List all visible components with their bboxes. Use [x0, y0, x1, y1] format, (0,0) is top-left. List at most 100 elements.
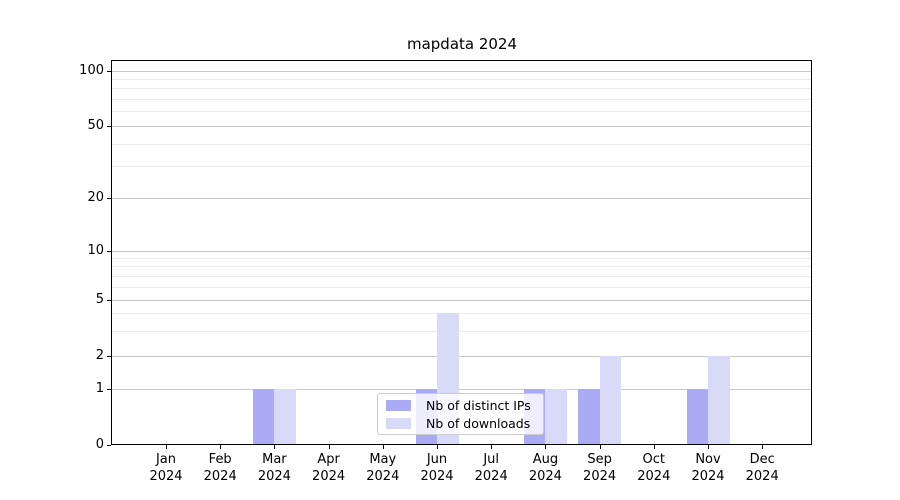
- y-tick-mark: [107, 299, 111, 301]
- y-tick-label: 0: [95, 436, 104, 452]
- minor-gridline: [112, 313, 811, 315]
- x-tick-mark: [708, 445, 709, 449]
- minor-gridline: [112, 330, 811, 332]
- x-tick-mark: [762, 445, 764, 449]
- minor-gridline: [112, 275, 811, 277]
- major-gridline: [112, 299, 811, 301]
- bar-downloads-mar: [274, 388, 296, 444]
- plot-area: [111, 60, 812, 445]
- minor-gridline: [112, 111, 811, 113]
- y-tick-label: 2: [95, 348, 104, 363]
- x-tick-label: Jul 2024: [461, 451, 521, 485]
- minor-gridline: [112, 286, 811, 288]
- major-gridline: [112, 356, 811, 357]
- legend: Nb of distinct IPs Nb of downloads: [377, 393, 544, 435]
- x-tick-year: 2024: [474, 469, 508, 484]
- legend-item-downloads: Nb of downloads: [386, 416, 543, 431]
- x-tick-mark: [274, 445, 276, 449]
- x-tick-year: 2024: [637, 469, 671, 484]
- x-tick-year: 2024: [257, 469, 291, 484]
- x-tick-mark: [437, 445, 438, 449]
- y-tick-mark: [107, 70, 111, 72]
- x-tick-year: 2024: [203, 469, 237, 484]
- legend-item-distinct-ips: Nb of distinct IPs: [386, 398, 543, 413]
- major-gridline: [112, 388, 811, 390]
- x-tick-year: 2024: [312, 469, 346, 484]
- x-tick-month: Jan: [155, 452, 177, 467]
- x-tick-mark: [220, 445, 222, 449]
- x-tick-month: Nov: [695, 452, 721, 467]
- x-tick-mark: [328, 445, 330, 449]
- x-tick-year: 2024: [745, 469, 779, 484]
- x-tick-mark: [545, 445, 547, 449]
- bar-distinct-ips-mar: [252, 388, 275, 444]
- major-gridline: [112, 250, 811, 252]
- x-tick-year: 2024: [149, 469, 183, 484]
- y-tick-mark: [107, 388, 111, 390]
- y-tick-label: 10: [87, 242, 104, 258]
- y-tick-mark: [107, 198, 111, 199]
- x-tick-month: Feb: [208, 452, 232, 467]
- y-tick-label: 1: [95, 380, 104, 396]
- minor-gridline: [112, 266, 811, 268]
- x-tick-mark: [599, 445, 601, 449]
- x-tick-year: 2024: [691, 469, 725, 484]
- bar-downloads-nov: [708, 356, 730, 444]
- legend-label-downloads: Nb of downloads: [426, 415, 531, 431]
- major-gridline: [112, 198, 811, 199]
- x-tick-month: Apr: [317, 452, 340, 467]
- x-tick-mark: [166, 445, 167, 449]
- minor-gridline: [112, 88, 811, 90]
- x-tick-label: Dec 2024: [732, 451, 792, 485]
- minor-gridline: [112, 99, 811, 101]
- x-tick-year: 2024: [583, 469, 617, 484]
- major-gridline: [112, 70, 811, 72]
- x-tick-label: Apr 2024: [299, 451, 359, 485]
- x-tick-year: 2024: [366, 469, 400, 484]
- y-tick-mark: [107, 356, 111, 357]
- legend-swatch-downloads: [386, 417, 411, 429]
- x-tick-label: Sep 2024: [570, 451, 630, 485]
- y-tick-label: 100: [79, 62, 104, 78]
- x-tick-label: Nov 2024: [678, 451, 738, 485]
- x-tick-label: Jan 2024: [136, 451, 196, 485]
- legend-swatch-distinct-ips: [386, 399, 411, 411]
- chart-title: mapdata 2024: [406, 35, 518, 53]
- minor-gridline: [112, 257, 811, 259]
- major-gridline: [112, 126, 811, 127]
- bar-distinct-ips-nov: [686, 388, 708, 444]
- x-tick-label: Mar 2024: [244, 451, 304, 485]
- x-tick-month: Sep: [587, 452, 612, 467]
- x-tick-month: Dec: [749, 452, 775, 467]
- x-tick-label: May 2024: [353, 451, 413, 485]
- x-tick-label: Jun 2024: [407, 451, 467, 485]
- x-tick-month: Aug: [532, 452, 559, 467]
- x-tick-month: Mar: [262, 452, 287, 467]
- y-tick-label: 50: [87, 118, 104, 133]
- x-tick-year: 2024: [420, 469, 454, 484]
- bar-downloads-aug: [545, 388, 567, 444]
- y-tick-mark: [107, 444, 111, 446]
- x-tick-month: Jul: [483, 452, 500, 467]
- x-tick-mark: [491, 445, 493, 449]
- x-tick-month: Jun: [426, 452, 448, 467]
- x-tick-label: Oct 2024: [624, 451, 684, 485]
- x-tick-mark: [653, 445, 655, 449]
- minor-gridline: [112, 166, 811, 168]
- x-tick-year: 2024: [528, 469, 562, 484]
- x-tick-month: May: [369, 452, 397, 467]
- minor-gridline: [112, 143, 811, 145]
- x-tick-mark: [382, 445, 384, 449]
- bar-distinct-ips-sep: [578, 388, 600, 444]
- x-tick-label: Feb 2024: [190, 451, 250, 485]
- x-tick-month: Oct: [642, 452, 666, 467]
- y-tick-mark: [107, 250, 111, 252]
- y-tick-mark: [107, 126, 111, 127]
- minor-gridline: [112, 78, 811, 80]
- bar-downloads-sep: [599, 356, 622, 444]
- legend-label-distinct-ips: Nb of distinct IPs: [426, 397, 531, 413]
- y-tick-label: 5: [95, 291, 104, 307]
- x-tick-label: Aug 2024: [515, 451, 575, 485]
- y-tick-label: 20: [87, 190, 104, 205]
